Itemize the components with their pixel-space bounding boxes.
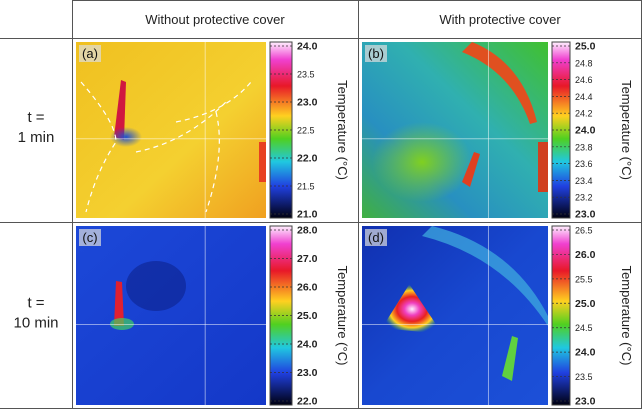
thermal-edge xyxy=(259,142,266,182)
colorbar-tick-label: 23.2 xyxy=(575,193,593,203)
panel-label: (a) xyxy=(82,46,98,61)
colorbar-axis-label: Temperature (°C) xyxy=(619,266,634,366)
colorbar-tick-label: 24.6 xyxy=(575,75,593,85)
colorbar-axis-label: Temperature (°C) xyxy=(335,266,350,366)
colorbar-tick-label: 23.0 xyxy=(575,396,596,408)
colorbar-tick-label: 23.0 xyxy=(575,209,596,221)
row-label: 10 min xyxy=(13,315,58,332)
colorbar-tick-label: 22.5 xyxy=(297,126,315,136)
colorbar-tick-label: 21.5 xyxy=(297,182,315,192)
row-label: 1 min xyxy=(18,129,55,146)
colorbar-tick-label: 23.0 xyxy=(297,97,318,109)
colorbar-tick-label: 25.0 xyxy=(297,310,318,322)
colorbar-tick-label: 25.0 xyxy=(575,41,596,53)
panel-label: (b) xyxy=(368,46,384,61)
colorbar-tick-label: 23.8 xyxy=(575,142,593,152)
colorbar-tick-label: 24.0 xyxy=(575,347,596,359)
colorbar-tick-label: 22.0 xyxy=(297,153,318,165)
thermal-image: (b) xyxy=(362,42,548,218)
colorbar-tick-label: 26.5 xyxy=(575,226,593,236)
colorbar-tick-label: 26.0 xyxy=(297,282,318,294)
colorbar-tick-label: 24.4 xyxy=(575,92,593,102)
colorbar-tick-label: 27.0 xyxy=(297,253,318,265)
colorbar-tick-label: 25.0 xyxy=(575,298,596,310)
colorbar-tick-label: 22.0 xyxy=(297,396,318,408)
colorbar-tick-label: 24.5 xyxy=(575,323,593,333)
panel-label: (d) xyxy=(368,230,384,245)
colorbar xyxy=(270,42,292,218)
thermal-warm xyxy=(372,122,472,202)
thermal-image: (c) xyxy=(76,226,266,405)
thermal-image: (d) xyxy=(362,226,548,405)
colorbar-tick-label: 23.4 xyxy=(575,176,593,186)
colorbar-tick-label: 23.0 xyxy=(297,367,318,379)
colorbar-tick-label: 23.5 xyxy=(297,70,315,80)
thermal-bg xyxy=(76,42,266,218)
colorbar-tick-label: 24.0 xyxy=(297,339,318,351)
thermal-image: (a) xyxy=(76,42,266,218)
colorbar-tick-label: 26.0 xyxy=(575,249,596,261)
colorbar-tick-label: 23.5 xyxy=(575,372,593,382)
colorbar-tick-label: 24.0 xyxy=(575,125,596,137)
colorbar-tick-label: 25.5 xyxy=(575,274,593,284)
column-header: Without protective cover xyxy=(145,12,285,27)
row-label: t = xyxy=(27,295,44,312)
colorbar-tick-label: 28.0 xyxy=(297,225,318,237)
thermal-bg xyxy=(76,226,266,405)
colorbar-tick-label: 21.0 xyxy=(297,209,318,221)
figure: Without protective cover With protective… xyxy=(0,0,642,409)
column-header: With protective cover xyxy=(439,12,561,27)
colorbar-tick-label: 24.8 xyxy=(575,58,593,68)
thermal-edge xyxy=(538,142,548,192)
colorbar-axis-label: Temperature (°C) xyxy=(335,80,350,180)
panel-label: (c) xyxy=(82,230,97,245)
thermal-dark xyxy=(126,261,186,311)
colorbar-tick-label: 24.0 xyxy=(297,41,318,53)
colorbar-tick-label: 24.2 xyxy=(575,109,593,119)
colorbar-axis-label: Temperature (°C) xyxy=(619,80,634,180)
colorbar-tick-label: 23.6 xyxy=(575,159,593,169)
colorbar xyxy=(270,226,292,405)
row-label: t = xyxy=(27,109,44,126)
colorbar xyxy=(552,226,570,405)
